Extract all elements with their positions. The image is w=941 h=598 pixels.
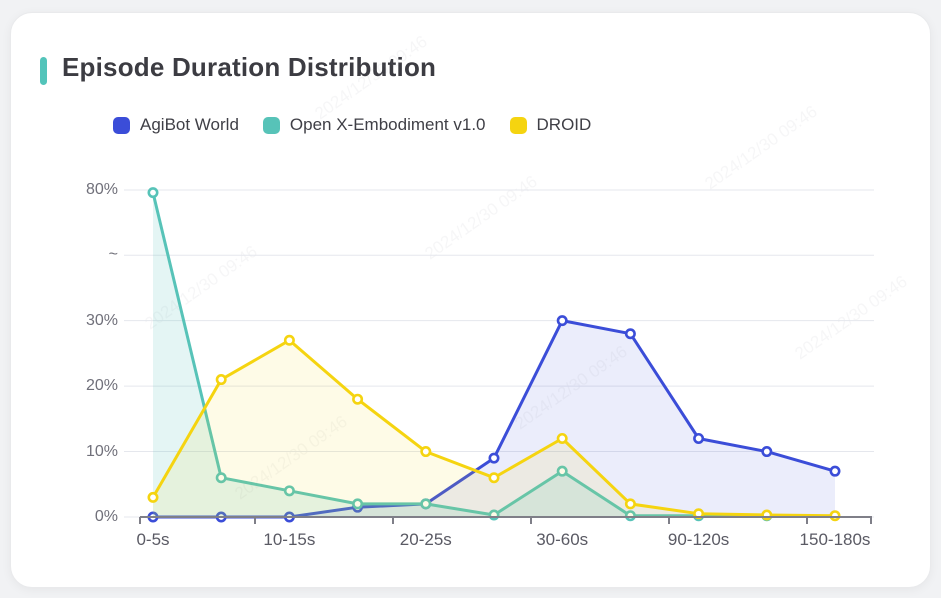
y-tick-label: 30% (85, 311, 118, 329)
x-tick-label: 20-25s (399, 530, 452, 549)
y-tick-label: 0% (94, 508, 118, 525)
x-tick-label: 30-60s (536, 530, 589, 549)
series-area-agibot-world (153, 320, 835, 517)
series-line-open-x-embodiment-v1-0[interactable] (151, 191, 769, 518)
legend-label: Open X-Embodiment v1.0 (289, 115, 486, 134)
x-tick-label: 90-120s (667, 530, 730, 549)
data-point-marker[interactable] (352, 393, 364, 405)
data-point-marker[interactable] (488, 472, 500, 484)
data-point-marker[interactable] (624, 498, 636, 510)
data-point-marker[interactable] (693, 432, 705, 444)
y-tick-label: 20% (85, 377, 118, 395)
chart-card (10, 12, 931, 588)
data-point-marker[interactable] (829, 465, 841, 477)
data-point-marker[interactable] (761, 446, 773, 458)
data-point-marker[interactable] (556, 465, 568, 477)
y-tick-label: 80% (85, 181, 118, 198)
y-tick-label: 10% (85, 442, 118, 460)
watermark-text: 2024/12/30 09:46 (701, 102, 820, 193)
data-point-marker[interactable] (147, 491, 159, 503)
data-point-marker[interactable] (488, 452, 500, 464)
legend-swatch-icon (509, 116, 527, 134)
watermark-text: 2024/12/30 09:46 (311, 32, 430, 123)
data-point-marker[interactable] (352, 498, 364, 510)
data-point-marker[interactable] (147, 187, 159, 199)
data-point-marker[interactable] (556, 315, 568, 327)
series-area-droid (153, 340, 835, 517)
legend-item-agibot-world[interactable]: AgiBot World (113, 115, 239, 135)
legend-item-droid[interactable]: DROID (509, 115, 592, 135)
watermark-text: 2024/12/30 09:46 (791, 272, 910, 363)
legend-swatch-icon (113, 116, 130, 134)
data-point-marker[interactable] (624, 328, 636, 340)
legend-item-open-x-embodiment-v1-0[interactable]: Open X-Embodiment v1.0 (262, 115, 486, 135)
page-title: Episode Duration Distribution (62, 52, 437, 82)
x-tick-label: 10-15s (263, 530, 316, 549)
data-point-marker[interactable] (215, 472, 227, 484)
y-tick-label: ~ (108, 246, 118, 264)
data-point-marker[interactable] (420, 498, 432, 510)
data-point-marker[interactable] (283, 485, 295, 497)
title-accent-bar (40, 57, 47, 85)
chart-legend: AgiBot World Open X-Embodiment v1.0 DROID (113, 115, 591, 135)
data-point-marker[interactable] (283, 334, 295, 346)
data-point-marker[interactable] (829, 510, 841, 522)
data-point-marker[interactable] (556, 432, 568, 444)
data-point-marker[interactable] (215, 374, 227, 386)
series-area-open-x-embodiment-v1-0 (153, 192, 767, 517)
x-tick-label: 150-180s (799, 530, 871, 549)
watermark-text: 2024/12/30 09:46 (421, 172, 540, 263)
x-tick-label: 0-5s (136, 530, 170, 549)
data-point-marker[interactable] (420, 446, 432, 458)
legend-swatch-icon (262, 116, 280, 134)
legend-label: DROID (536, 115, 592, 134)
legend-label: AgiBot World (140, 115, 239, 134)
